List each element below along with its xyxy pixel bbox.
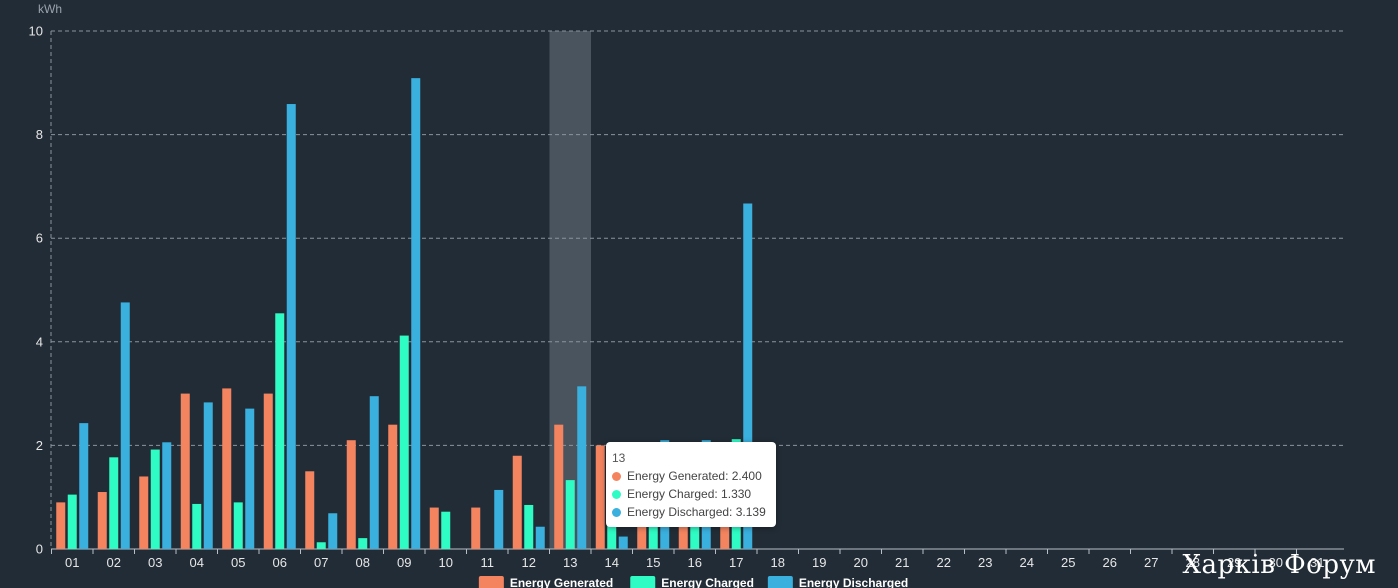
bar-energy-generated-06 (263, 393, 273, 549)
y-tick-label-10: 10 (29, 24, 43, 39)
chart-tooltip: 13 Energy Generated: 2.400 Energy Charge… (606, 442, 776, 527)
y-tick-label-8: 8 (36, 127, 43, 142)
bar-energy-charged-12 (524, 504, 534, 549)
y-tick-label-2: 2 (36, 438, 43, 453)
y-tick-label-4: 4 (36, 334, 43, 349)
tooltip-value-charged: Energy Charged: 1.330 (627, 487, 752, 501)
bar-energy-generated-01 (56, 502, 66, 549)
bar-energy-discharged-07 (328, 513, 338, 549)
x-tick-label-30: 30 (1269, 555, 1283, 570)
x-tick-label-25: 25 (1061, 555, 1075, 570)
y-tick-label-6: 6 (36, 231, 43, 246)
tooltip-dot-discharged (612, 507, 621, 517)
x-tick-label-28: 28 (1186, 555, 1200, 570)
bar-energy-charged-02 (109, 457, 119, 549)
x-tick-label-14: 14 (605, 555, 619, 570)
x-tick-label-11: 11 (481, 555, 495, 570)
x-tick-label-31: 31 (1310, 555, 1324, 570)
x-tick-label-07: 07 (314, 555, 328, 570)
tooltip-title: 13 (612, 451, 626, 465)
bar-energy-charged-06 (275, 313, 285, 549)
bar-energy-discharged-11 (494, 489, 504, 549)
x-tick-label-29: 29 (1227, 555, 1241, 570)
x-tick-label-22: 22 (937, 555, 951, 570)
x-tick-label-19: 19 (812, 555, 826, 570)
x-tick-label-13: 13 (563, 555, 577, 570)
bar-energy-charged-10 (441, 511, 451, 549)
bar-energy-discharged-13 (577, 386, 587, 549)
bar-energy-generated-03 (139, 476, 149, 549)
y-tick-label-0: 0 (36, 542, 43, 557)
x-tick-label-10: 10 (439, 555, 453, 570)
x-tick-label-24: 24 (1020, 555, 1034, 570)
bar-energy-charged-03 (150, 449, 160, 549)
x-tick-label-02: 02 (107, 555, 121, 570)
tooltip-row-charged: Energy Charged: 1.330 (612, 485, 768, 503)
x-tick-label-03: 03 (148, 555, 162, 570)
bar-energy-discharged-02 (120, 302, 130, 549)
tooltip-row-discharged: Energy Discharged: 3.139 (612, 503, 768, 521)
legend-swatch-energy-charged (630, 576, 656, 588)
bar-energy-discharged-05 (245, 408, 255, 549)
x-tick-label-01: 01 (65, 555, 79, 570)
bar-energy-charged-05 (233, 502, 243, 549)
legend-swatch-energy-discharged (767, 576, 793, 588)
bar-energy-discharged-14 (618, 536, 628, 549)
bar-energy-generated-13 (554, 424, 564, 549)
bar-energy-generated-07 (305, 471, 315, 549)
legend-label-energy-charged: Energy Charged (661, 576, 754, 588)
bar-energy-generated-10 (429, 507, 439, 549)
legend-label-energy-discharged: Energy Discharged (799, 576, 908, 588)
x-tick-label-26: 26 (1103, 555, 1117, 570)
x-tick-label-04: 04 (190, 555, 204, 570)
bar-energy-discharged-04 (203, 402, 213, 549)
y-unit-label: kWh (38, 2, 62, 16)
tooltip-dot-generated (612, 471, 621, 481)
tooltip-value-discharged: Energy Discharged: 3.139 (627, 505, 766, 519)
x-tick-label-06: 06 (273, 555, 287, 570)
x-tick-label-08: 08 (356, 555, 370, 570)
bar-energy-discharged-06 (286, 104, 296, 550)
bar-energy-charged-13 (565, 480, 575, 549)
bar-energy-discharged-08 (369, 396, 379, 549)
bar-energy-generated-05 (222, 388, 232, 549)
bar-energy-discharged-17 (743, 203, 753, 549)
tooltip-value-generated: Energy Generated: 2.400 (627, 469, 762, 483)
legend-label-energy-generated: Energy Generated (510, 576, 613, 588)
bar-energy-generated-04 (180, 393, 190, 549)
bar-energy-charged-08 (358, 538, 368, 549)
bar-energy-generated-11 (471, 507, 481, 549)
bar-energy-charged-09 (399, 335, 409, 549)
bar-energy-discharged-09 (411, 78, 421, 549)
bar-energy-generated-14 (595, 445, 605, 549)
x-tick-label-27: 27 (1144, 555, 1158, 570)
x-tick-label-12: 12 (522, 555, 536, 570)
bar-energy-generated-02 (97, 492, 107, 549)
bar-energy-generated-12 (512, 455, 522, 549)
x-tick-label-21: 21 (895, 555, 909, 570)
tooltip-row-generated: Energy Generated: 2.400 (612, 467, 768, 485)
bar-energy-charged-07 (316, 542, 326, 549)
x-tick-label-09: 09 (397, 555, 411, 570)
x-tick-label-18: 18 (771, 555, 785, 570)
bar-energy-discharged-12 (535, 526, 545, 549)
legend-swatch-energy-generated (478, 576, 504, 588)
tooltip-dot-charged (612, 489, 621, 499)
bar-energy-discharged-01 (79, 423, 89, 549)
bar-energy-generated-08 (346, 440, 356, 549)
bar-energy-generated-09 (388, 424, 398, 549)
x-tick-label-23: 23 (978, 555, 992, 570)
x-tick-label-15: 15 (646, 555, 660, 570)
bar-energy-charged-01 (67, 494, 77, 549)
x-tick-label-20: 20 (854, 555, 868, 570)
x-tick-label-17: 17 (729, 555, 743, 570)
x-tick-label-16: 16 (688, 555, 702, 570)
bar-energy-charged-04 (192, 503, 202, 549)
bar-energy-discharged-03 (162, 442, 172, 549)
x-tick-label-05: 05 (231, 555, 245, 570)
